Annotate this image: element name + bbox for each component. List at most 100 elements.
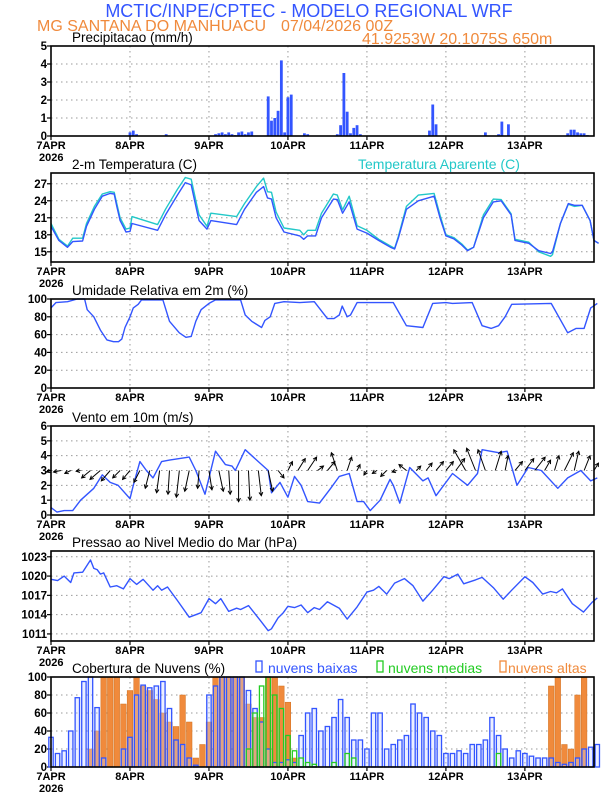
- nuvens-baixas-bar: [350, 739, 357, 768]
- wind-vector-arrow: [218, 470, 225, 493]
- nuvens-baixas-bar: [443, 752, 449, 768]
- wind-arrow-head: [453, 448, 458, 454]
- x-tick-label: 9APR: [194, 392, 223, 404]
- y-tick-label: 80: [34, 312, 47, 324]
- y-tick-label: 5: [41, 436, 48, 448]
- x-tick-label: 13APR: [507, 519, 543, 531]
- wind-arrow-head: [398, 463, 404, 469]
- nuvens-baixas-bar: [94, 706, 100, 768]
- wind-arrow-head: [121, 475, 127, 481]
- wind-vector-arrow: [524, 457, 535, 471]
- wind-vector-arrow: [391, 468, 397, 474]
- precip-bar: [352, 127, 356, 136]
- humidity-line: [50, 298, 598, 343]
- wind-arrow-shaft: [415, 465, 422, 471]
- nuvens-baixas-bar: [225, 676, 232, 768]
- nuvens-baixas-bar: [304, 712, 311, 768]
- nuvens-baixas-bar: [153, 685, 160, 768]
- nuvens-baixas-bar: [160, 680, 166, 768]
- legend-swatch-icon: [499, 660, 507, 673]
- y-tick-label: 3: [41, 466, 47, 478]
- wind-vector-arrow: [514, 460, 524, 471]
- wind-arrow-head: [416, 465, 422, 471]
- nuvens-baixas-bar: [219, 676, 225, 768]
- wind-arrow-head: [133, 478, 138, 484]
- nuvens-baixas-bar: [357, 739, 364, 768]
- y-tick-label: 100: [28, 294, 47, 306]
- wind-vector-arrow: [435, 460, 445, 471]
- nuvens-altas-bar: [107, 676, 114, 768]
- wind-arrow-head: [428, 462, 433, 468]
- x-tick-label: 13APR: [507, 140, 543, 152]
- x-tick-label: 11APR: [349, 266, 384, 278]
- nuvens-baixas-bar: [298, 734, 304, 768]
- x-tick-label: 11APR: [349, 140, 384, 152]
- nuvens-baixas-bar: [265, 748, 272, 768]
- wind-arrow-head: [391, 468, 397, 474]
- wind-arrow-shaft: [287, 461, 293, 471]
- wind-arrow-head: [330, 451, 335, 457]
- wind-vector-arrow: [317, 465, 325, 471]
- nuvens-baixas-bar: [469, 743, 476, 768]
- wind-arrow-head: [236, 497, 241, 503]
- nuvens-baixas-bar: [140, 684, 146, 768]
- panel-frame: [50, 45, 595, 137]
- y-tick-label: 0: [41, 510, 47, 522]
- wind-arrow-shaft: [122, 470, 131, 480]
- wind-arrow-shaft: [64, 470, 71, 474]
- wind-arrow-head: [518, 460, 524, 466]
- wind-vector-arrow: [371, 469, 378, 475]
- precip-bar: [128, 132, 132, 136]
- nuvens-baixas-bar: [146, 687, 153, 768]
- panel-temperature: 15 18 21 24 27 7APR 8APR 9APR 10APR 11APR 12APR 13A…: [34, 156, 599, 290]
- x-tick-label: 10APR: [270, 519, 306, 531]
- legend-swatch-icon: [376, 660, 384, 673]
- nuvens-baixas-bar: [74, 697, 81, 768]
- precip-bar: [279, 60, 283, 136]
- legend-nuvens-baixas: nuvens baixas: [255, 660, 358, 676]
- y-tick-label: 40: [34, 726, 47, 738]
- wind-vector-arrow: [121, 470, 131, 481]
- wind-arrow-head: [183, 487, 188, 493]
- nuvens-baixas-bar: [522, 752, 528, 768]
- wind-arrow-shaft: [494, 451, 502, 471]
- wind-vector-arrow: [63, 469, 71, 475]
- wind-arrow-head: [154, 488, 160, 494]
- panel-humidity: 0 20 40 60 80 100 7APR 8APR 9APR 10APR 11APR 12APR 1…: [28, 283, 598, 416]
- x-tick-label: 8APR: [115, 140, 144, 152]
- legend-apparent-temperature: Temperatura Aparente (C): [358, 156, 520, 172]
- wind-arrow-shaft: [380, 470, 388, 477]
- wind-vector-arrow: [380, 470, 388, 478]
- nuvens-baixas-bar: [120, 748, 127, 768]
- nuvens-baixas-bar: [462, 752, 469, 768]
- wind-vector-arrow: [195, 470, 201, 490]
- x-axis-year: 2026: [39, 531, 63, 543]
- nuvens-baixas-bar: [61, 750, 68, 768]
- wind-arrow-shaft: [504, 455, 509, 471]
- wind-arrow-shaft: [267, 470, 274, 492]
- nuvens-baixas-bar: [416, 712, 423, 768]
- precip-bar: [250, 131, 254, 136]
- wind-arrow-shaft: [425, 462, 433, 471]
- wind-vector-arrow: [455, 457, 466, 471]
- nuvens-baixas-bar: [54, 752, 61, 768]
- nuvens-baixas-bar: [495, 734, 502, 768]
- y-tick-label: 5: [41, 41, 48, 53]
- wind-arrow-head: [63, 469, 69, 475]
- wind-vector-arrow: [465, 447, 476, 471]
- y-tick-label: 80: [34, 690, 47, 702]
- wind-arrow-shaft: [100, 470, 111, 482]
- panel-frame: [50, 298, 595, 389]
- precip-bar: [355, 125, 359, 136]
- wind-vector-arrow: [52, 469, 61, 474]
- y-tick-label: 15: [34, 247, 47, 259]
- panel-title: Umidade Relativa em 2m (%): [72, 283, 248, 298]
- x-tick-label: 8APR: [115, 519, 144, 531]
- nuvens-baixas-bar: [377, 712, 383, 768]
- wind-arrow-head: [449, 460, 454, 466]
- y-tick-label: 0: [41, 131, 47, 143]
- nuvens-baixas-bar: [212, 685, 219, 768]
- x-tick-label: 9APR: [194, 519, 223, 531]
- legend-label: nuvens baixas: [268, 660, 358, 676]
- nuvens-altas-bar: [574, 694, 581, 768]
